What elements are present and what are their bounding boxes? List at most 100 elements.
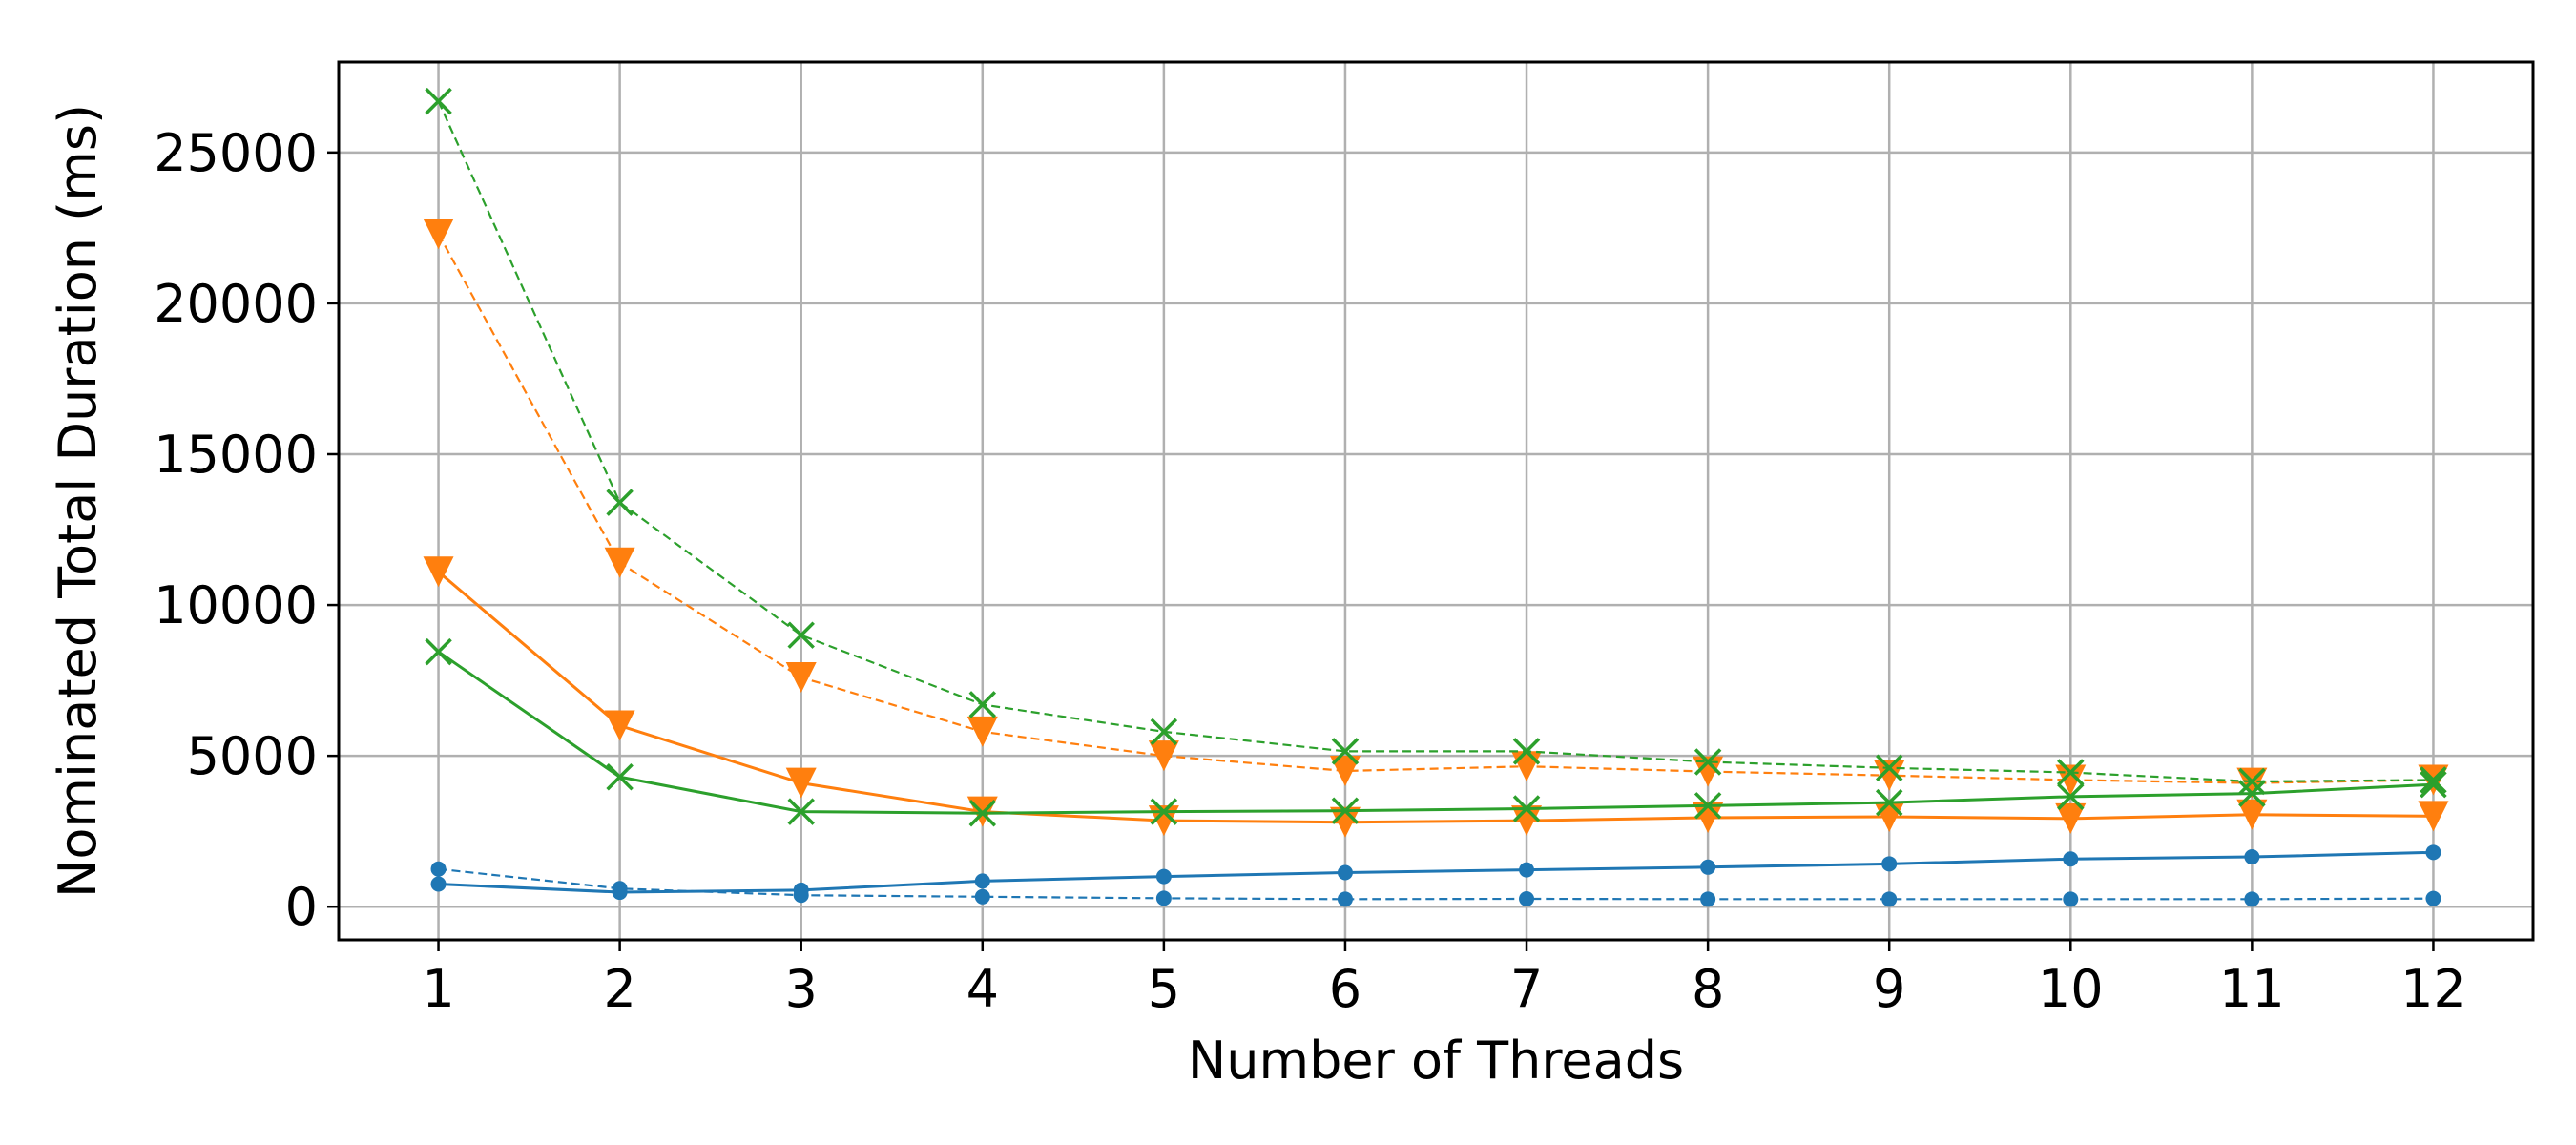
data-point [1693,802,1724,833]
data-point [604,547,635,578]
data-point [2063,851,2079,867]
data-point [1519,891,1535,907]
data-point [968,799,997,827]
data-point [1881,891,1898,907]
x-tick-label: 8 [1692,959,1724,1019]
data-point [2055,802,2087,834]
data-point [2425,844,2441,861]
x-tick-label: 12 [2400,959,2466,1019]
data-point [785,661,817,693]
y-tick-label: 20000 [154,274,318,334]
series-line [438,850,2434,894]
data-point [1693,792,1722,820]
data-point [785,767,817,799]
data-point [1337,891,1353,907]
data-point [1329,806,1361,838]
data-point [2244,849,2260,865]
data-point [793,887,809,904]
x-tick-label: 4 [966,959,999,1019]
data-point [2063,891,2079,907]
x-tick-label: 10 [2038,959,2104,1019]
series-1 [430,844,2441,901]
data-point [604,710,635,741]
x-axis-label: Number of Threads [1188,1030,1684,1091]
data-point [1155,890,1172,906]
data-point [974,873,990,889]
x-tick-label: 2 [603,959,635,1019]
data-point [1150,798,1178,825]
data-point [1881,856,1898,872]
data-point [430,876,447,892]
y-tick-label: 15000 [154,425,318,485]
data-point [1331,738,1360,765]
x-tick-label: 3 [785,959,818,1019]
series-2 [430,861,2441,907]
data-point [1700,859,1716,875]
grid-lines [339,62,2533,940]
data-point [1512,738,1541,765]
data-point [425,637,452,666]
data-point [974,888,990,905]
data-point [968,691,997,718]
data-point [2244,891,2260,907]
data-point [1337,864,1353,881]
data-point [1700,891,1716,907]
data-point [425,87,452,115]
data-point [1155,868,1172,885]
x-tick-label: 5 [1148,959,1180,1019]
y-axis-ticks: 0 5000 10000 15000 20000 25000 [154,123,339,937]
data-point [2057,759,2085,786]
x-tick-label: 7 [1510,959,1543,1019]
series-group [423,87,2449,907]
series-line [437,233,2434,784]
data-point [1693,756,1724,787]
data-point [1875,788,1903,817]
data-point [2418,801,2449,832]
data-point [1519,862,1535,878]
series-5 [425,637,2447,827]
y-tick-label: 0 [285,877,318,937]
data-point [1329,755,1361,786]
series-line [437,100,2434,783]
data-point [2425,890,2441,906]
data-point [430,861,447,877]
series-line [437,571,2434,824]
data-point [966,716,998,747]
data-point [2236,799,2268,830]
data-point [1693,748,1722,776]
x-tick-label: 9 [1873,959,1905,1019]
y-axis-label: Nominated Total Duration (ms) [48,104,108,898]
data-point [606,489,634,516]
series-line [438,867,2434,901]
x-tick-label: 1 [422,959,454,1019]
data-point [423,556,454,588]
y-tick-label: 25000 [154,123,318,183]
data-point [787,798,815,825]
x-axis-ticks: 1 2 3 4 5 6 7 8 9 10 11 12 [422,940,2466,1019]
data-point [423,219,454,250]
data-point [2420,770,2447,799]
x-tick-label: 11 [2219,959,2285,1019]
series-line [437,650,2434,815]
data-point [1150,718,1178,746]
series-6 [425,87,2447,796]
data-point [2238,767,2266,796]
data-point [1512,795,1541,822]
data-point [2057,782,2085,811]
plot-frame [337,60,2535,942]
data-point [2420,766,2447,794]
series-4 [423,219,2449,799]
data-point [1148,740,1179,772]
data-point [1331,797,1360,824]
data-point [612,881,628,897]
data-point [2238,780,2266,807]
data-point [1875,754,1903,782]
data-point [1511,805,1543,837]
y-tick-label: 5000 [187,726,318,786]
data-point [606,763,634,791]
y-tick-label: 10000 [154,575,318,635]
x-tick-label: 6 [1329,959,1361,1019]
data-point [787,621,815,649]
